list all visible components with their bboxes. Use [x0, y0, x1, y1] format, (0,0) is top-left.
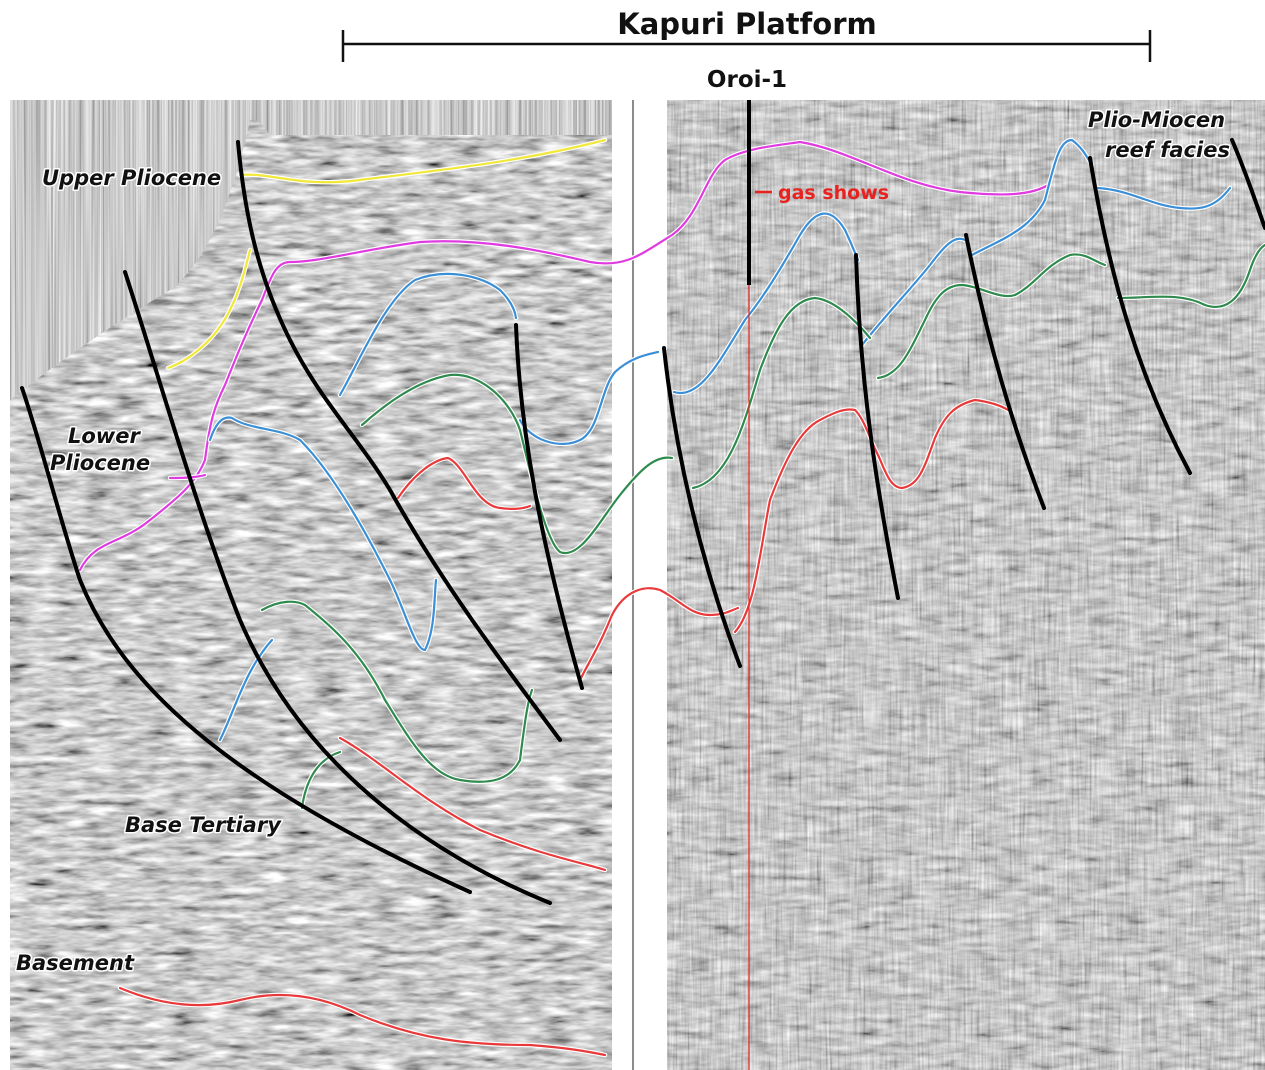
right-panel-reflectors — [667, 100, 1265, 1070]
fault-9 — [1230, 138, 1265, 230]
fault-4 — [514, 323, 584, 690]
left-seismic-panel — [10, 100, 612, 1070]
reef-facies-label-line2: reef facies — [1105, 138, 1230, 162]
fault-1 — [20, 386, 472, 894]
red-horizon — [117, 397, 1011, 1058]
lower-pliocene-label-line1: Lower — [68, 424, 141, 448]
fault-8 — [1088, 156, 1192, 475]
fault-2 — [123, 270, 552, 905]
reef-facies-label-line1: Plio-Miocen — [1088, 108, 1225, 132]
platform-title: Kapuri Platform — [617, 7, 876, 41]
upper-pliocene-label: Upper Pliocene — [42, 166, 221, 190]
gas-shows-label: gas shows — [778, 182, 889, 204]
blue-horizon — [207, 137, 1233, 743]
fault-5 — [662, 346, 742, 668]
fault-6 — [854, 253, 900, 600]
upper-pliocene-horizon — [165, 137, 608, 371]
base-tertiary-label: Base Tertiary — [125, 813, 282, 837]
lower-pliocene-label-line2: Pliocene — [50, 451, 150, 475]
right-seismic-panel — [667, 100, 1265, 1070]
lower-pliocene-horizon — [77, 139, 1051, 573]
fault-7 — [964, 233, 1046, 510]
basement-label: Basement — [16, 951, 135, 975]
fault-lines — [20, 138, 1265, 905]
well-name: Oroi-1 — [707, 67, 787, 93]
fault-3 — [236, 140, 562, 742]
well-oroi-1: gas shows — [747, 100, 889, 1070]
formation-labels: Upper Pliocene Lower Pliocene Base Terti… — [15, 107, 1232, 977]
header: Kapuri Platform Oroi-1 — [341, 7, 1152, 93]
